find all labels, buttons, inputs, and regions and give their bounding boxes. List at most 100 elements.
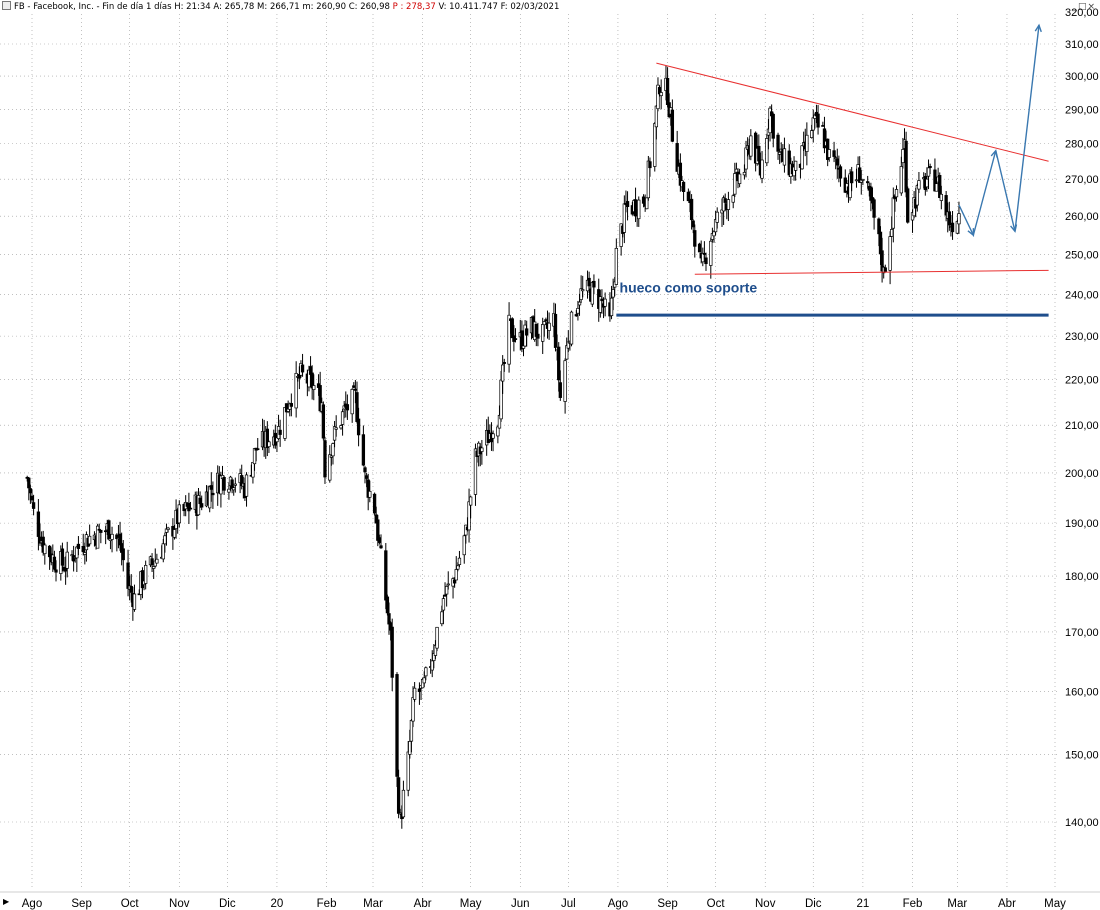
candle-body bbox=[691, 220, 695, 228]
candle-body bbox=[54, 569, 58, 573]
candle-body bbox=[417, 688, 422, 692]
candle-body bbox=[614, 247, 618, 285]
y-tick-label: 250,00 bbox=[1065, 250, 1099, 262]
projection-arrowhead bbox=[990, 149, 998, 158]
candle-body bbox=[838, 166, 843, 179]
candle-body bbox=[345, 404, 350, 411]
candle-body bbox=[793, 160, 798, 171]
candle-body bbox=[166, 527, 170, 530]
projection-arrowhead bbox=[1010, 224, 1018, 233]
candle-body bbox=[363, 467, 367, 473]
candle-body bbox=[230, 479, 234, 489]
x-tick-label: May bbox=[1044, 898, 1066, 910]
candle-body bbox=[244, 474, 249, 497]
candle-body bbox=[252, 448, 257, 465]
y-tick-label: 260,00 bbox=[1065, 211, 1099, 223]
candle-body bbox=[294, 373, 298, 409]
x-tick-label: Jul bbox=[561, 898, 576, 910]
candle-body bbox=[821, 125, 825, 127]
candle-body bbox=[340, 411, 345, 425]
candle-body bbox=[507, 314, 511, 365]
window-menu-icon[interactable] bbox=[2, 1, 11, 10]
candle-body bbox=[689, 198, 694, 221]
x-tick-label: 20 bbox=[271, 898, 284, 910]
header-symbol: FB - Facebook, Inc. - Fin de día 1 días bbox=[14, 2, 172, 12]
y-tick-label-top: 320,00 bbox=[1065, 7, 1099, 19]
candle-body bbox=[422, 677, 426, 684]
candle-body bbox=[469, 496, 473, 506]
candle-body bbox=[408, 741, 412, 755]
candle-body bbox=[398, 812, 402, 815]
candle-body bbox=[172, 529, 177, 538]
candle-body bbox=[715, 211, 719, 223]
x-tick-label: Sep bbox=[657, 898, 677, 910]
candle-body bbox=[312, 385, 316, 390]
candle-body bbox=[723, 198, 727, 203]
candle-body bbox=[385, 596, 390, 614]
candle-body bbox=[776, 134, 780, 152]
candle-body bbox=[581, 289, 585, 292]
candle-body bbox=[60, 548, 65, 566]
candle-body bbox=[200, 503, 204, 508]
candle-body bbox=[444, 586, 449, 595]
candle-body bbox=[648, 161, 652, 169]
candle-body bbox=[43, 544, 47, 555]
candle-body bbox=[144, 564, 148, 584]
candle-body bbox=[939, 193, 943, 201]
annotation-gap-support: hueco como soporte bbox=[620, 279, 758, 295]
x-tick-label: Ago bbox=[22, 898, 42, 910]
candle-body bbox=[435, 626, 439, 649]
candle-body bbox=[163, 535, 167, 545]
candle-body bbox=[188, 507, 193, 510]
candle-body bbox=[744, 147, 748, 170]
candle-body bbox=[446, 583, 450, 586]
upper-trendline bbox=[656, 62, 1049, 162]
candle-body bbox=[161, 543, 165, 560]
candle-body bbox=[87, 535, 92, 545]
candle-body bbox=[256, 448, 260, 451]
candle-body bbox=[424, 667, 428, 677]
candle-body bbox=[670, 109, 675, 142]
candle-body bbox=[473, 448, 478, 495]
candle-body bbox=[749, 135, 753, 157]
candle-body bbox=[894, 189, 899, 198]
candle-body bbox=[36, 511, 41, 537]
x-tick-label: 21 bbox=[856, 898, 869, 910]
candle-body bbox=[957, 213, 961, 225]
candle-body bbox=[811, 117, 815, 131]
candle-body bbox=[645, 197, 649, 210]
candle-body bbox=[697, 243, 702, 253]
candle-body bbox=[888, 236, 892, 271]
candle-body bbox=[31, 502, 36, 509]
candle-body bbox=[866, 181, 870, 184]
candle-body bbox=[709, 240, 713, 266]
candle-body bbox=[563, 360, 567, 402]
candle-body bbox=[816, 113, 820, 128]
candle-body bbox=[63, 568, 68, 572]
candle-body bbox=[467, 501, 471, 531]
x-tick-label: Mar bbox=[363, 898, 383, 910]
x-tick-label: Nov bbox=[755, 898, 776, 910]
x-tick-label: May bbox=[460, 898, 482, 910]
candle-body bbox=[542, 321, 546, 326]
scroll-left-icon[interactable]: ▶ bbox=[3, 897, 10, 906]
x-tick-label: Nov bbox=[169, 898, 190, 910]
candle-body bbox=[501, 364, 505, 382]
candle-body bbox=[187, 502, 191, 512]
candle-body bbox=[558, 382, 562, 398]
header-c: C: 260,98 bbox=[348, 2, 390, 12]
x-tick-label: Dic bbox=[805, 898, 822, 910]
candle-body bbox=[443, 594, 447, 597]
x-tick-label: Abr bbox=[414, 898, 432, 910]
candle-body bbox=[441, 598, 446, 611]
candle-body bbox=[544, 319, 548, 322]
window-buttons[interactable]: _□× bbox=[1072, 2, 1096, 12]
candle-body bbox=[83, 552, 87, 555]
candle-body bbox=[356, 418, 361, 436]
candle-body bbox=[592, 280, 596, 288]
x-tick-label: Mar bbox=[947, 898, 967, 910]
candle-body bbox=[107, 520, 111, 540]
candle-body bbox=[553, 313, 558, 348]
candle-body bbox=[901, 149, 905, 164]
trendlines: hueco como soporte bbox=[616, 23, 1049, 317]
